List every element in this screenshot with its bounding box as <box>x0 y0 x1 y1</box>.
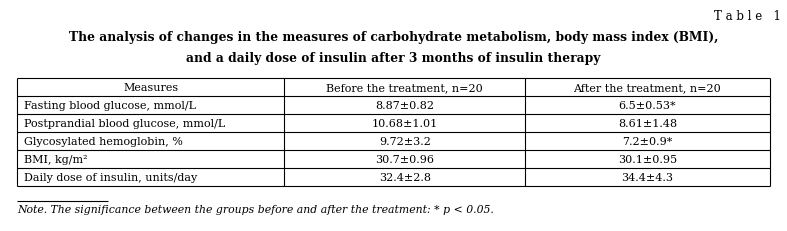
Text: 8.87±0.82: 8.87±0.82 <box>375 100 434 110</box>
Text: 9.72±3.2: 9.72±3.2 <box>379 136 430 146</box>
Text: 30.7±0.96: 30.7±0.96 <box>375 154 434 164</box>
Text: Glycosylated hemoglobin, %: Glycosylated hemoglobin, % <box>24 136 183 146</box>
Text: 8.61±1.48: 8.61±1.48 <box>618 118 677 128</box>
Text: Daily dose of insulin, units/day: Daily dose of insulin, units/day <box>24 172 197 182</box>
Text: 10.68±1.01: 10.68±1.01 <box>371 118 438 128</box>
Text: BMI, kg/m²: BMI, kg/m² <box>24 154 87 164</box>
Text: After the treatment, n=20: After the treatment, n=20 <box>574 82 722 92</box>
Text: The significance between the groups before and after the treatment: * p < 0.05.: The significance between the groups befo… <box>47 204 494 214</box>
Text: Fasting blood glucose, mmol/L: Fasting blood glucose, mmol/L <box>24 100 196 110</box>
Text: Note.: Note. <box>17 204 47 214</box>
Text: 32.4±2.8: 32.4±2.8 <box>379 172 430 182</box>
Text: and a daily dose of insulin after 3 months of insulin therapy: and a daily dose of insulin after 3 mont… <box>187 52 600 65</box>
Text: Measures: Measures <box>124 82 179 92</box>
Text: 34.4±4.3: 34.4±4.3 <box>622 172 674 182</box>
Text: Postprandial blood glucose, mmol/L: Postprandial blood glucose, mmol/L <box>24 118 225 128</box>
Text: The analysis of changes in the measures of carbohydrate metabolism, body mass in: The analysis of changes in the measures … <box>68 31 719 44</box>
Text: 30.1±0.95: 30.1±0.95 <box>618 154 677 164</box>
Text: 7.2±0.9*: 7.2±0.9* <box>623 136 673 146</box>
Text: T a b l e   1: T a b l e 1 <box>714 10 781 23</box>
Text: Before the treatment, n=20: Before the treatment, n=20 <box>327 82 483 92</box>
Text: 6.5±0.53*: 6.5±0.53* <box>619 100 676 110</box>
